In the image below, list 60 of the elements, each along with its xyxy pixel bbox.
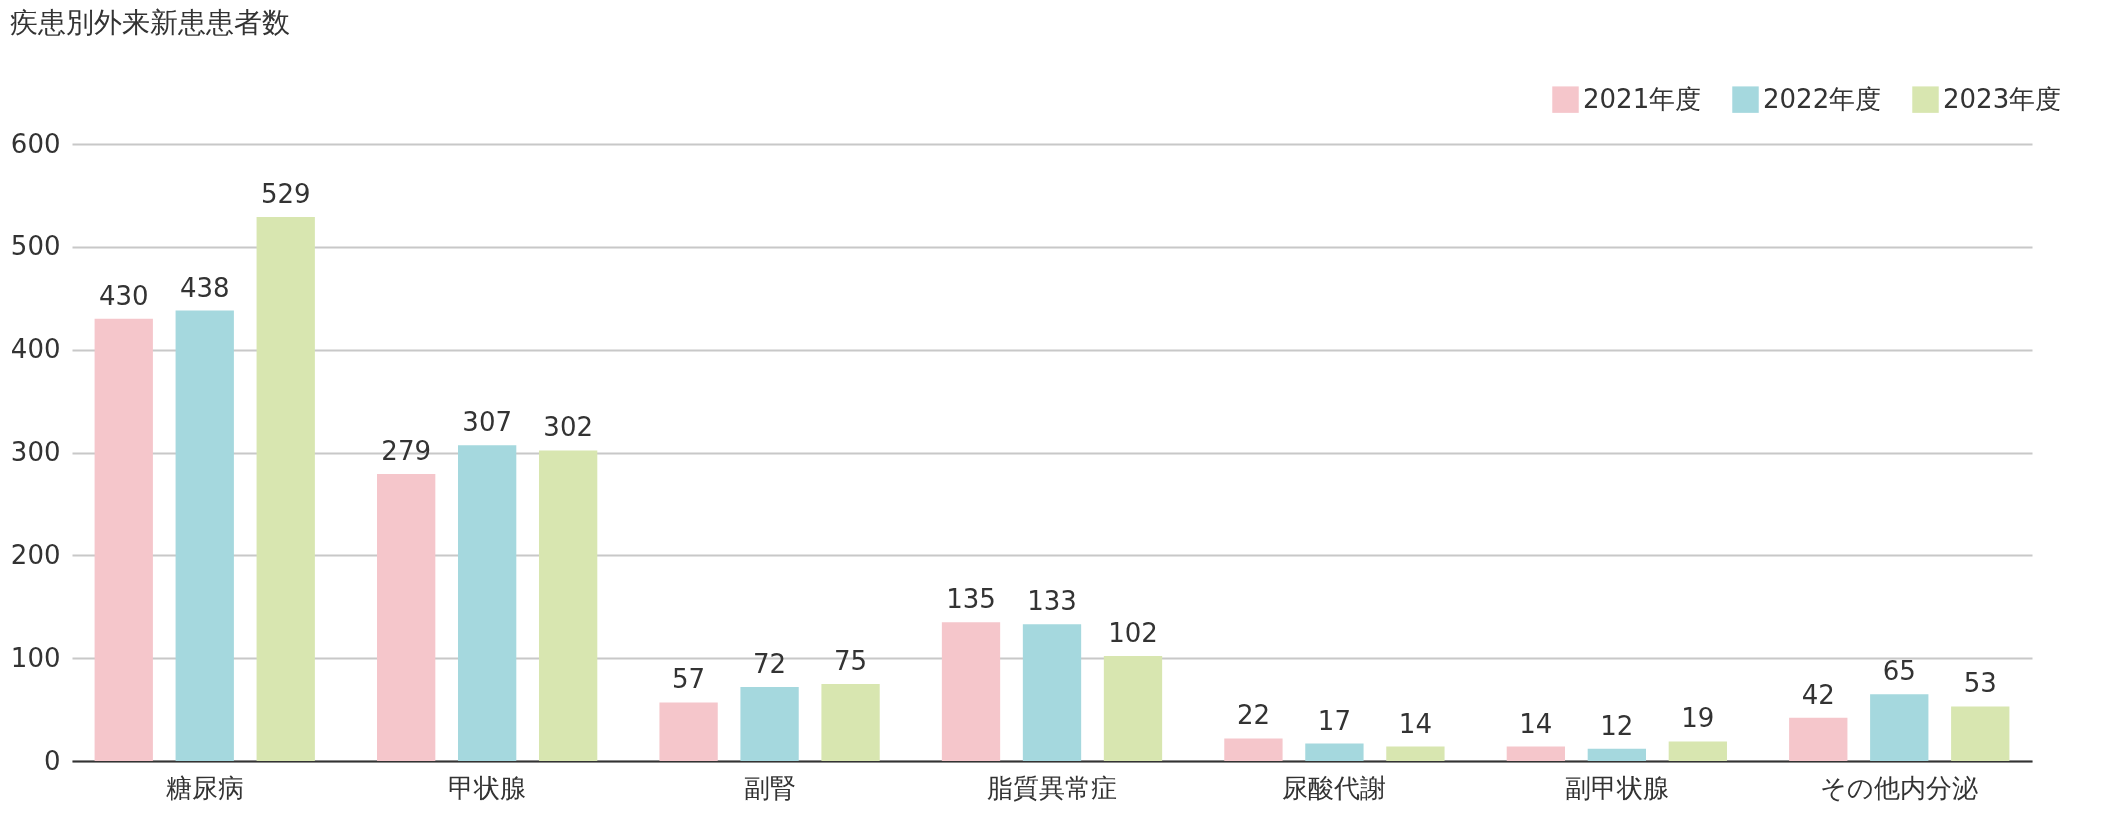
- y-tick-label: 0: [43, 745, 61, 776]
- bar: [1103, 656, 1163, 761]
- bar: [1506, 746, 1566, 761]
- y-tick-label: 500: [10, 231, 61, 262]
- bar: [1022, 624, 1082, 761]
- data-label: 102: [1108, 618, 1158, 649]
- bar: [256, 217, 315, 761]
- x-tick-label: 尿酸代謝: [1282, 772, 1387, 803]
- bar: [941, 622, 1001, 761]
- x-tick-label: 副甲状腺: [1564, 772, 1669, 803]
- bar: [377, 474, 436, 761]
- bar: [1789, 717, 1848, 761]
- data-label: 133: [1027, 586, 1077, 617]
- data-label: 12: [1600, 710, 1634, 741]
- bar: [458, 445, 517, 761]
- data-label: 42: [1801, 679, 1835, 710]
- data-label: 53: [1963, 668, 1997, 699]
- data-label: 529: [260, 179, 311, 210]
- data-label: 135: [946, 584, 996, 615]
- data-label: 14: [1519, 708, 1553, 739]
- data-label: 75: [834, 645, 868, 676]
- legend-label: 2021年度: [1583, 83, 1702, 114]
- x-tick-label: 脂質異常症: [987, 772, 1117, 803]
- y-tick-label: 200: [10, 539, 61, 570]
- x-tick-label: 糖尿病: [165, 772, 244, 803]
- x-tick-label: その他内分泌: [1820, 772, 1979, 803]
- bar: [175, 310, 234, 761]
- data-label: 17: [1317, 705, 1351, 736]
- bar: [1951, 706, 2010, 761]
- y-tick-label: 300: [10, 437, 61, 467]
- data-label: 279: [381, 436, 431, 467]
- x-tick-label: 副腎: [743, 772, 796, 803]
- data-label: 19: [1681, 703, 1715, 734]
- data-label: 65: [1882, 656, 1916, 687]
- y-tick-label: 600: [10, 128, 61, 159]
- bar: [1587, 748, 1646, 761]
- bar: [1668, 741, 1727, 761]
- data-label: 57: [672, 664, 706, 695]
- data-label: 302: [543, 412, 593, 443]
- data-label: 307: [462, 407, 512, 438]
- bar: [659, 702, 718, 761]
- chart-title: 疾患別外来新患患者数: [10, 6, 291, 39]
- data-label: 430: [98, 280, 149, 311]
- data-label: 14: [1398, 708, 1432, 739]
- data-label: 22: [1236, 700, 1270, 731]
- y-tick-label: 400: [10, 334, 61, 365]
- bar: [1870, 694, 1929, 761]
- legend-label: 2023年度: [1943, 83, 2062, 114]
- data-label: 438: [179, 272, 230, 303]
- bar: [1305, 743, 1364, 761]
- data-label: 72: [753, 648, 787, 679]
- bar: [94, 318, 153, 761]
- x-tick-label: 甲状腺: [448, 772, 527, 803]
- legend-label: 2022年度: [1763, 83, 1882, 114]
- bar: [821, 683, 880, 761]
- bar: [1224, 738, 1283, 761]
- bar: [538, 450, 598, 761]
- bar: [1386, 746, 1445, 761]
- y-tick-label: 100: [10, 642, 61, 673]
- bar: [740, 686, 799, 761]
